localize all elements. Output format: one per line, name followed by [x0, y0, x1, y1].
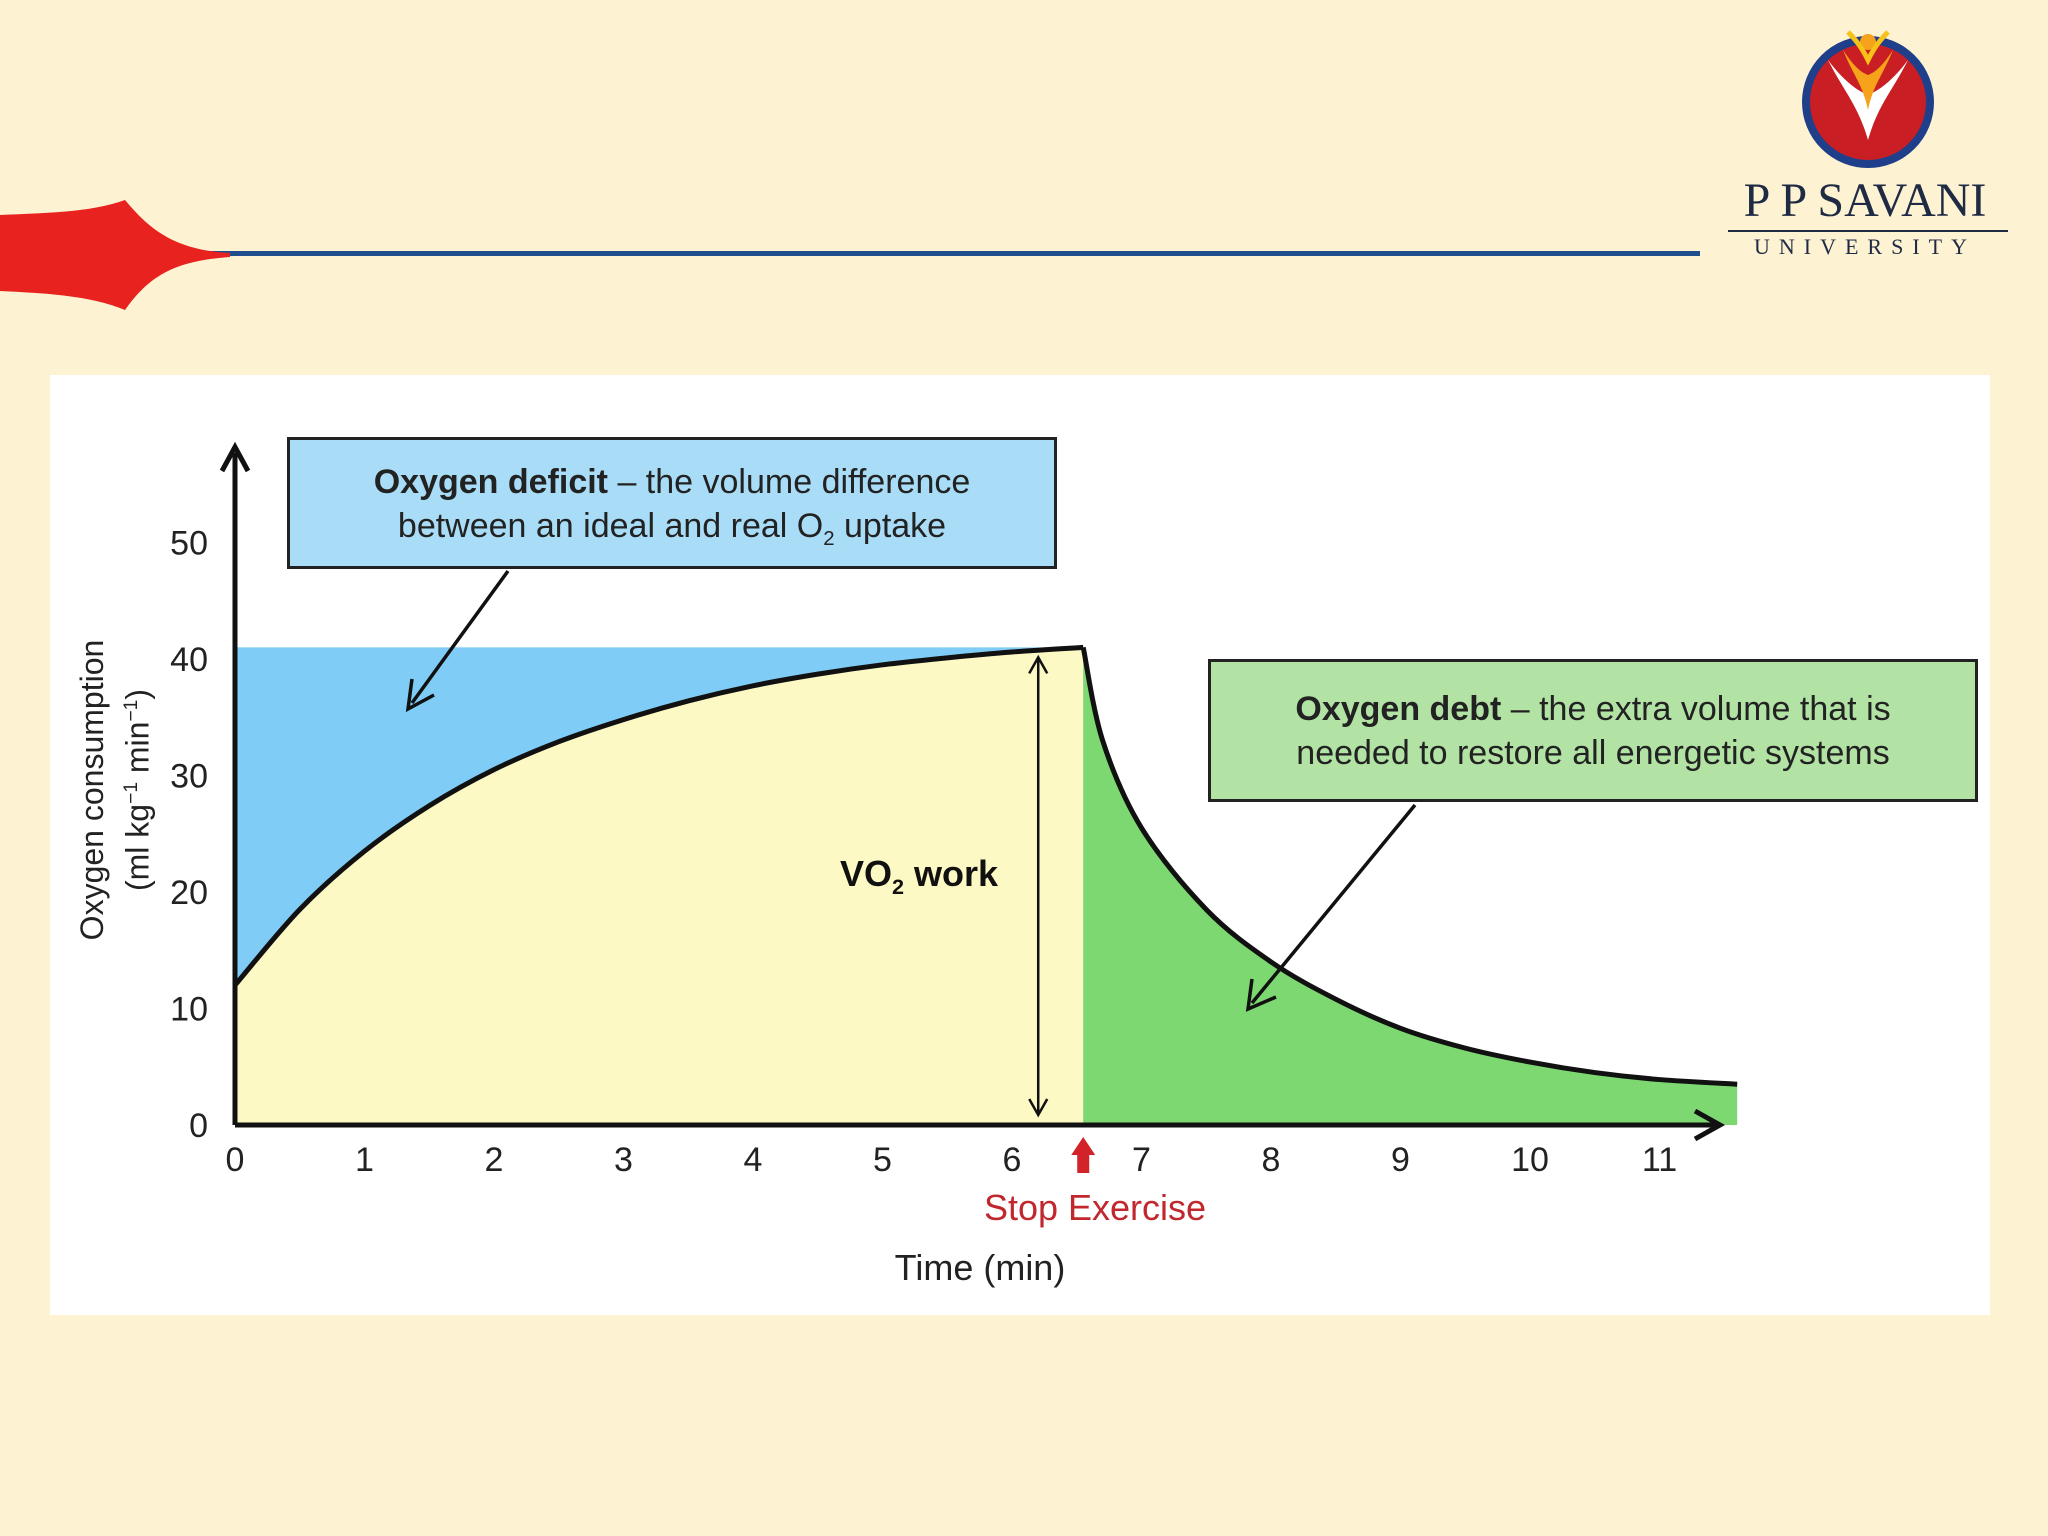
x-tick-label: 0	[226, 1141, 245, 1179]
deficit-pointer-arrowhead	[405, 678, 435, 713]
recovery-curve	[1080, 646, 1738, 1087]
x-tick-label: 11	[1642, 1141, 1677, 1179]
y-unit-a: (ml kg	[119, 803, 156, 891]
x-tick-label: 9	[1391, 1141, 1410, 1179]
x-tick-label: 10	[1511, 1141, 1549, 1179]
uptake-curve	[233, 644, 1084, 987]
x-tick-label: 6	[1003, 1141, 1022, 1179]
debt-pointer-arrowhead	[1245, 978, 1277, 1012]
deficit-text-b: between an ideal and real O	[397, 507, 824, 545]
y-tick-label: 20	[170, 874, 208, 912]
logo-name-text: P P SAVANI	[1743, 174, 1987, 227]
x-axis-label: Time (min)	[894, 1247, 1066, 1288]
x-axis-arrowhead	[1693, 1108, 1726, 1142]
x-tick-label: 8	[1262, 1141, 1281, 1179]
stop-exercise-arrow-icon	[1071, 1137, 1096, 1173]
deficit-text-c: uptake	[834, 507, 947, 545]
y-axis-arrowhead	[219, 441, 251, 473]
deficit-line-1: Oxygen deficit – the volume difference	[290, 460, 1054, 504]
y-tick-label: 10	[170, 991, 208, 1029]
deficit-subscript: 2	[823, 527, 835, 550]
debt-title: Oxygen debt	[1295, 690, 1502, 728]
logo-subtitle-text: UNIVERSITY	[1754, 234, 1976, 259]
deficit-line-2: between an ideal and real O2 uptake	[290, 504, 1054, 561]
oxygen-debt-callout: Oxygen debt – the extra volume that is n…	[1208, 659, 1978, 802]
oxygen-chart: 0 1 2 3 4 5 6 7 8 9 10 11 0 10 20 30 40 50	[170, 441, 1738, 1179]
logo-emblem-icon	[1802, 30, 1934, 168]
y-axis-label-text: Oxygen consumption (ml kg−1 min−1)	[72, 560, 158, 1020]
deficit-title: Oxygen deficit	[373, 463, 608, 501]
vo2-work-arrowhead-top	[1028, 654, 1049, 674]
x-tick-label: 5	[873, 1141, 892, 1179]
vo2-rest: work	[904, 853, 999, 894]
debt-line-2: needed to restore all energetic systems	[1211, 731, 1975, 775]
deficit-pointer-line	[410, 569, 510, 705]
x-tick-label: 4	[744, 1141, 763, 1179]
red-swoosh-decoration	[0, 200, 230, 310]
debt-line-1: Oxygen debt – the extra volume that is	[1211, 687, 1975, 731]
vo2-work-label: VO2 work	[840, 853, 998, 900]
y-unit-sup-1: −1	[121, 782, 142, 804]
debt-text-b: needed to restore all energetic systems	[1296, 734, 1890, 772]
vo2-base: VO	[840, 853, 893, 894]
y-axis-label-line-1: Oxygen consumption	[74, 639, 110, 941]
x-tick-label: 3	[614, 1141, 633, 1179]
x-tick-label: 1	[355, 1141, 374, 1179]
y-tick-label: 40	[170, 641, 208, 679]
y-unit-c: )	[119, 689, 156, 700]
debt-pointer-line	[1250, 803, 1417, 1005]
y-unit-b: min	[119, 721, 156, 782]
y-unit-sup-2: −1	[121, 699, 142, 722]
stop-exercise-label: Stop Exercise	[983, 1187, 1207, 1228]
y-axis-label-line-2: (ml kg−1 min−1)	[112, 560, 158, 1020]
x-tick-label: 7	[1132, 1141, 1151, 1179]
x-tick-label: 2	[485, 1141, 504, 1179]
chart-panel: 0 1 2 3 4 5 6 7 8 9 10 11 0 10 20 30 40 50 Oxygen deficit…	[50, 375, 1990, 1315]
y-tick-label: 50	[170, 525, 208, 563]
vo2-work-arrowhead-bottom	[1028, 1098, 1049, 1118]
vo2-work-area	[235, 647, 1084, 1125]
y-tick-label: 0	[189, 1107, 208, 1145]
header-divider-line	[200, 251, 1700, 256]
vo2-subscript: 2	[892, 874, 905, 900]
deficit-text-a: – the volume difference	[608, 463, 971, 501]
y-tick-label: 30	[170, 758, 208, 796]
university-logo: P P SAVANI UNIVERSITY	[1720, 20, 2020, 270]
logo-divider	[1728, 230, 2008, 232]
debt-text-a: – the extra volume that is	[1501, 690, 1891, 728]
oxygen-deficit-callout: Oxygen deficit – the volume difference b…	[287, 437, 1057, 569]
